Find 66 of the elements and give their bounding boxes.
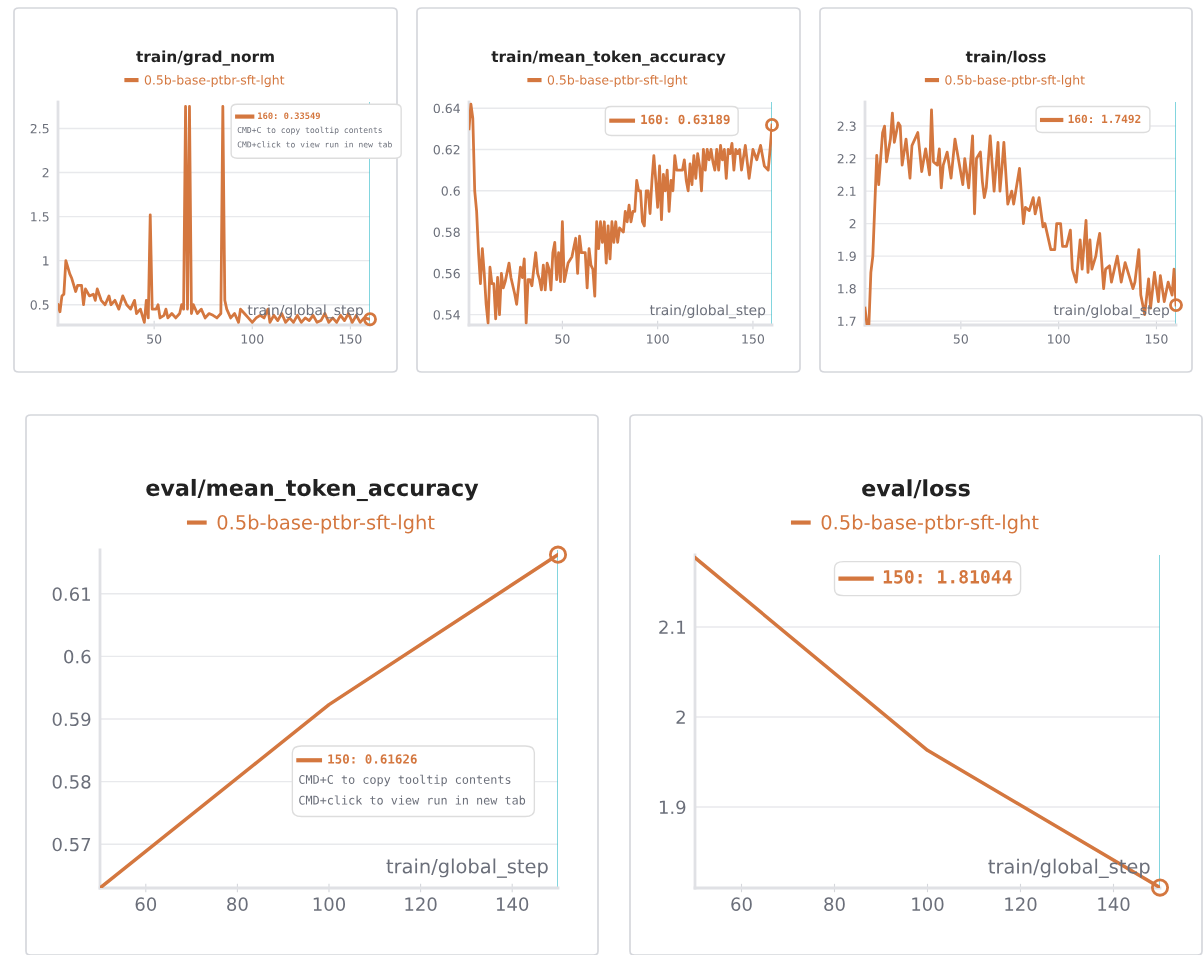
y-tick-label: 0.56 [433,268,460,279]
annotation: 160: 1.7492 [1068,114,1141,124]
x-tick-label: 150 [1145,334,1168,344]
y-tick-label: 1 [43,256,49,266]
annotation: CMD+C to copy tooltip contents [237,126,382,135]
chart-title: eval/loss [862,479,970,499]
y-tick-label: 0.64 [433,103,460,114]
x-tick-label: 60 [135,897,157,911]
y-tick-label: 0.6 [64,649,91,664]
annotation: CMD+C to copy tooltip contents [299,774,511,787]
legend-label: 0.5b-base-ptbr-sft-lght [945,74,1085,88]
x-tick-label: 100 [647,334,669,344]
x-axis-title: train/global_step [649,304,766,319]
legend-label: 0.5b-base-ptbr-sft-lght [217,514,435,534]
x-tick-label: 50 [147,334,162,344]
y-tick-label: 0.5 [30,300,49,310]
x-axis-title: train/global_step [386,858,548,878]
annotation: 160: 0.63189 [641,114,730,125]
x-tick-label: 100 [912,897,944,911]
y-tick-label: 2.1 [837,186,856,196]
annotation: 150: 0.61626 [328,754,417,764]
y-tick-label: 2 [676,710,685,724]
annotation: CMD+click to view run in new tab [299,795,526,805]
x-tick-label: 150 [339,334,362,344]
y-tick-label: 0.6 [441,186,460,196]
y-tick-label: 0.61 [52,587,90,601]
y-tick-label: 0.54 [433,310,460,320]
x-tick-label: 140 [496,897,529,911]
y-tick-label: 1.5 [31,212,49,222]
y-tick-label: 1.8 [838,284,856,294]
x-tick-label: 100 [313,897,346,911]
y-tick-label: 2 [42,167,49,178]
legend-label: 0.5b-base-ptbr-sft-lght [144,74,285,88]
y-tick-label: 2.3 [837,121,856,131]
annotation: CMD+click to view run in new tab [237,141,392,148]
x-tick-label: 50 [555,334,570,344]
chart-title: train/grad_norm [136,50,274,66]
x-tick-label: 80 [227,897,248,911]
x-tick-label: 150 [742,334,765,344]
y-tick-label: 0.58 [52,775,91,789]
annotation: 160: 0.33549 [258,112,320,120]
y-tick-label: 2.5 [30,123,49,134]
y-tick-label: 1.9 [659,800,686,815]
x-tick-label: 100 [241,334,264,344]
legend-label: 0.5b-base-ptbr-sft-lght [821,514,1039,534]
annotation: 150: 1.81044 [883,569,1012,584]
y-tick-label: 0.62 [433,144,460,155]
chart-title: eval/mean_token_accuracy [146,478,479,502]
y-tick-label: 2 [849,219,856,229]
x-tick-label: 50 [953,334,968,344]
chart-title: train/mean_token_accuracy [491,50,726,66]
y-tick-label: 1.9 [838,251,856,262]
x-tick-label: 100 [1048,334,1070,344]
x-tick-label: 120 [1005,897,1037,911]
y-tick-label: 0.59 [52,712,91,727]
y-tick-label: 1.7 [838,316,856,326]
y-tick-label: 0.57 [52,837,91,852]
y-tick-label: 2.2 [837,154,856,164]
legend-label: 0.5b-base-ptbr-sft-lght [547,74,688,88]
x-tick-label: 80 [824,897,845,911]
chart-title: train/loss [965,50,1046,64]
x-tick-label: 120 [405,897,437,911]
x-tick-label: 60 [731,897,752,911]
y-tick-label: 0.58 [433,227,460,238]
y-tick-label: 2.1 [659,620,685,634]
x-tick-label: 140 [1098,897,1130,911]
